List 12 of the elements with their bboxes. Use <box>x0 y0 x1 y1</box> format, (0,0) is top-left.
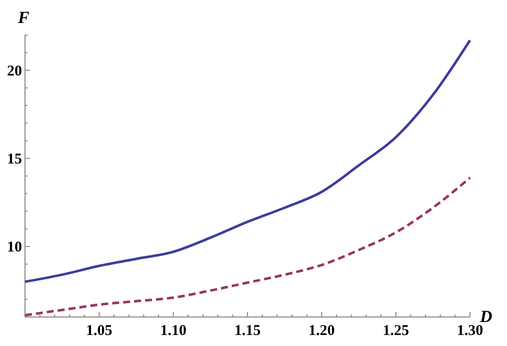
y-tick-label: 10 <box>7 240 22 256</box>
y-tick-label: 15 <box>7 151 22 168</box>
x-tick-label: 1.15 <box>234 323 261 339</box>
x-tick-label: 1.30 <box>456 323 484 339</box>
x-tick-label: 1.20 <box>308 323 335 339</box>
x-axis-title: D <box>479 307 492 326</box>
x-tick-label: 1.05 <box>86 323 112 339</box>
y-axis-title: F <box>17 8 30 27</box>
x-tick-label: 1.25 <box>382 323 409 339</box>
x-tick-label: 1.10 <box>160 323 186 339</box>
y-tick-label: 20 <box>7 63 22 80</box>
line-series <box>24 39 472 283</box>
